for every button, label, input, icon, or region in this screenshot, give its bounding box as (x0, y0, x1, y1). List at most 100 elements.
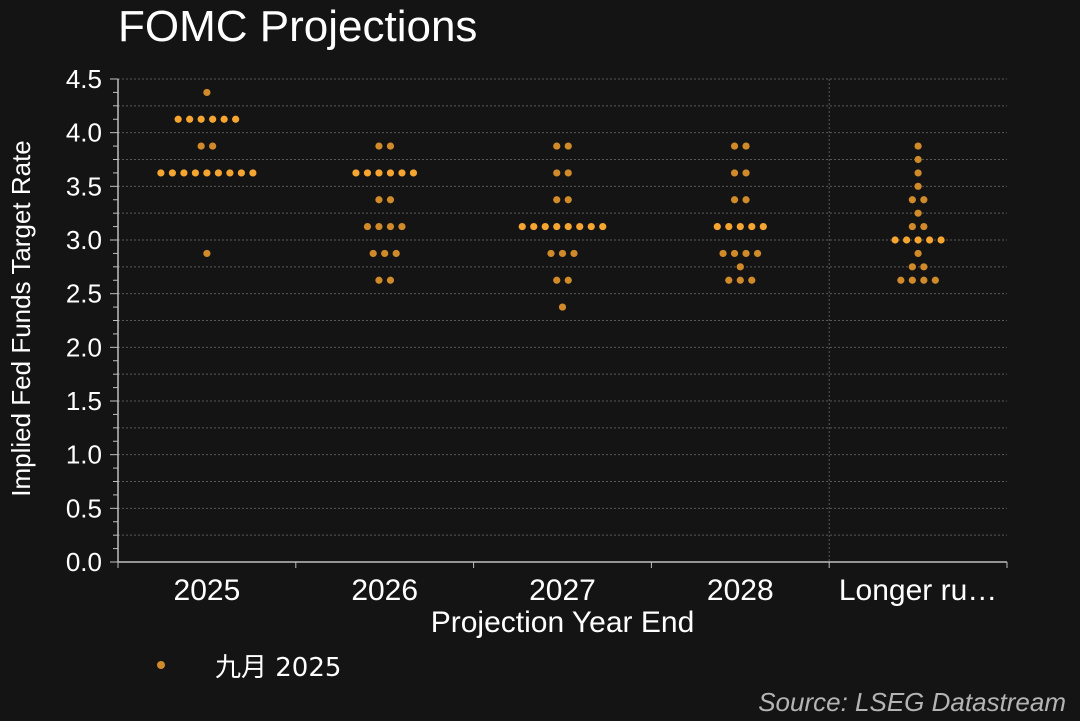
dot-point (920, 263, 928, 271)
dot-point (209, 142, 217, 150)
y-tick-label: 2.5 (66, 279, 102, 309)
dot-point (736, 263, 744, 271)
dot-point (209, 115, 217, 123)
dot-point (363, 222, 372, 231)
x-tick-label: 2025 (174, 574, 241, 607)
chart-title: FOMC Projections (118, 2, 478, 51)
dot-point (753, 249, 762, 258)
dot-point (564, 142, 572, 150)
grid-lines (118, 78, 1007, 562)
dot-point (386, 196, 395, 204)
x-tick-label: 2027 (529, 574, 596, 607)
tick-labels: 0.0 0.5 1.0 1.5 2.0 2.5 3.0 3.5 4.0 4.5 2025 2026 20… (6, 64, 997, 639)
dot-point (920, 276, 928, 284)
dot-point (375, 196, 383, 204)
y-tick-label: 0.0 (66, 547, 102, 577)
dot-point (903, 236, 911, 244)
dot-point (381, 249, 389, 258)
dot-point (363, 169, 372, 177)
dot-point (914, 209, 922, 217)
dot-point (914, 142, 922, 150)
dot-point (926, 236, 934, 244)
dot-point (914, 169, 922, 177)
dot-point (759, 222, 767, 231)
dot-point (386, 142, 395, 150)
dot-point (587, 222, 595, 231)
dot-point (386, 169, 395, 177)
dot-point (742, 196, 750, 204)
dot-point (564, 276, 572, 284)
dot-point (157, 169, 165, 177)
dot-point (553, 196, 561, 204)
dot-point (220, 115, 228, 123)
dot-point (386, 276, 395, 284)
dot-point (730, 196, 739, 204)
y-tick-label: 3.5 (66, 171, 102, 201)
dot-point (232, 115, 240, 123)
dot-point (203, 169, 211, 177)
dot-point (191, 169, 199, 177)
dot-point (564, 169, 572, 177)
dot-point (730, 169, 739, 177)
dot-point (914, 182, 922, 190)
dot-point (197, 115, 205, 123)
dot-point (908, 276, 916, 284)
dot-point (237, 169, 245, 177)
y-tick-label: 2.0 (66, 332, 102, 362)
y-tick-label: 1.5 (66, 386, 102, 416)
dot-point (742, 249, 750, 258)
dot-point (558, 249, 567, 258)
dot-point (352, 169, 360, 177)
dot-point (375, 222, 383, 231)
dot-point (742, 142, 750, 150)
dot-point (736, 276, 744, 284)
dot-point (168, 169, 176, 177)
dot-point (386, 222, 395, 231)
dot-point (937, 236, 945, 244)
dot-point (558, 303, 567, 311)
dot-point (398, 222, 406, 231)
legend-label: 九月 2025 (215, 652, 342, 683)
dot-point (541, 222, 549, 231)
dot-point (553, 142, 561, 150)
x-axis-title: Projection Year End (431, 606, 695, 639)
y-tick-label: 4.5 (66, 64, 102, 94)
dot-point (375, 276, 383, 284)
legend: 九月 2025 (157, 650, 341, 683)
dot-point (914, 249, 922, 258)
axes (110, 78, 1008, 568)
dot-point (920, 222, 928, 231)
dot-point (214, 169, 222, 177)
x-tick-label: 2028 (707, 574, 774, 607)
dot-point (530, 222, 538, 231)
dot-point (197, 142, 205, 150)
dot-point (748, 222, 756, 231)
dot-point (742, 169, 750, 177)
dot-point (203, 88, 211, 97)
dot-point (369, 249, 377, 258)
dot-point (553, 169, 561, 177)
dot-point (203, 249, 211, 258)
x-tick-label: Longer ru… (839, 574, 997, 607)
dot-point (375, 169, 383, 177)
dot-point (908, 263, 916, 271)
dot-point (897, 276, 905, 284)
dot-point (931, 276, 939, 284)
dot-point (564, 196, 572, 204)
dot-point (725, 276, 733, 284)
dot-point (570, 249, 578, 258)
dot-point (564, 222, 572, 231)
source-note: Source: LSEG Datastream (758, 687, 1066, 717)
dot-point (226, 169, 234, 177)
dot-point (392, 249, 400, 258)
dot-point (576, 222, 584, 231)
dot-point (409, 169, 418, 177)
dot-point (736, 222, 744, 231)
dot-point (914, 236, 922, 244)
dot-point (914, 155, 922, 164)
dot-point (719, 249, 727, 258)
dot-point (748, 276, 756, 284)
dot-point (920, 196, 928, 204)
dot-point (713, 222, 721, 231)
dot-point (891, 236, 899, 244)
